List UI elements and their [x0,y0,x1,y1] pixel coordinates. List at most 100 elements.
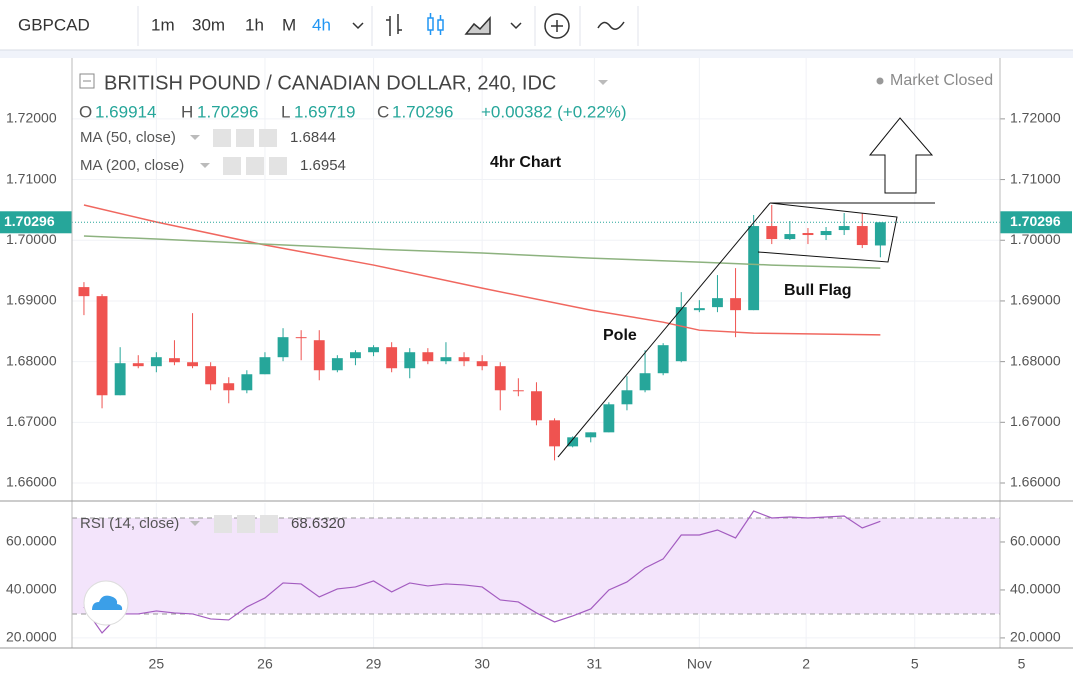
annotation: 4hr Chart [490,154,562,171]
x-tick-label: 30 [474,656,490,672]
candle-body [440,357,452,362]
ohlc-label: C [377,102,389,121]
price-marker [1000,211,1072,234]
candle-body [585,432,597,438]
y-tick-label: 60.0000 [1010,533,1061,549]
candle-body [458,357,470,362]
y-tick-label: 60.0000 [6,533,57,549]
interval[interactable]: 1h [245,15,264,34]
ohlc-value: 1.69719 [294,102,355,121]
candle-body [404,352,416,369]
ma-legend: MA (50, close) [80,129,176,146]
status-dot [876,77,884,85]
legend-buttons[interactable] [223,157,287,175]
chart-title: BRITISH POUND / CANADIAN DOLLAR, 240, ID… [104,72,556,94]
flag-outline [757,202,898,263]
y-tick-label: 40.0000 [1010,581,1061,597]
symbol[interactable]: GBPCAD [18,15,90,34]
interval[interactable]: 30m [192,15,225,34]
collapse-icon[interactable] [79,73,95,89]
interval[interactable]: M [282,15,296,34]
x-tick-label: 2 [802,656,810,672]
candle-body [874,222,886,246]
candle-body [205,366,217,385]
y-tick-label: 1.67000 [6,413,57,429]
interval[interactable]: 1m [151,15,175,34]
chevron[interactable] [190,135,200,140]
chevron[interactable] [190,521,200,526]
ohlc-label: L [281,102,290,121]
candle-body [856,226,868,246]
candle-body [132,363,144,367]
chevron[interactable] [352,22,364,30]
logo[interactable] [83,580,129,626]
drawing [557,117,935,458]
y-tick-label: 1.71000 [1010,170,1061,186]
y-tick-label: 40.0000 [6,581,57,597]
ohlc-value: 1.69914 [95,102,156,121]
area-icon[interactable] [464,16,491,35]
candle-body [78,287,90,297]
candle-body [386,347,398,369]
candle-body [712,298,723,308]
candle-body [259,357,271,375]
candle-body [368,347,379,353]
compare-icon[interactable] [597,21,625,30]
candle-icon[interactable] [427,13,444,35]
rsi-line [83,510,881,634]
candle-body [494,366,506,391]
annotation: Pole [603,327,637,344]
candle-body [838,226,850,231]
chevron[interactable] [598,80,608,85]
x-tick-label: 5 [911,656,919,672]
ohlc-label: O [79,102,92,121]
legend-buttons[interactable] [214,515,278,533]
chevron[interactable] [200,163,210,168]
rsi-value: 68.6320 [291,515,345,532]
annotation: Bull Flag [784,282,852,299]
candle-body [603,404,615,433]
y-tick-label: 1.68000 [1010,352,1061,368]
y-tick-label: 1.68000 [6,352,57,368]
pole-line [557,202,771,458]
candle-body [693,308,705,311]
candle-body [331,358,343,371]
add-indicator[interactable] [544,13,570,39]
candle-body [531,391,542,421]
price-marker-label: 1.70296 [4,213,55,229]
rsi-legend: RSI (14, close) [80,515,179,532]
market-status: Market Closed [890,72,993,89]
toolbar-divider [0,50,1073,58]
x-tick-label: 31 [587,656,603,672]
change: +0.00382 (+0.22%) [481,102,627,121]
y-tick-label: 1.70000 [6,231,57,247]
y-tick-label: 20.0000 [1010,629,1061,645]
y-tick-label: 1.66000 [6,474,57,490]
candle-body [766,226,778,240]
y-tick-label: 1.69000 [6,292,57,308]
candle-body [512,390,524,392]
ma-legend: MA (200, close) [80,157,184,174]
candle-body [639,373,651,391]
y-tick-label: 1.70000 [1010,231,1061,247]
candle-body [748,226,760,311]
up-arrow [868,117,934,194]
candle-body [223,383,235,391]
candle-body [784,234,796,240]
chevron[interactable] [510,22,522,30]
x-tick-label: 5 [1018,656,1026,672]
x-tick-label: 26 [257,656,273,672]
candle-body [187,362,198,367]
candle-body [549,420,560,447]
bar-icon[interactable] [386,14,402,36]
legend-buttons[interactable] [213,129,277,147]
candle-body [277,337,289,358]
interval-active[interactable]: 4h [312,15,331,34]
rsi-band [72,517,1000,614]
candle-body [114,363,126,396]
x-tick-label: Nov [687,656,712,672]
ma-value: 1.6844 [290,129,336,146]
candle-body [476,361,488,367]
ohlc-value: 1.70296 [392,102,453,121]
